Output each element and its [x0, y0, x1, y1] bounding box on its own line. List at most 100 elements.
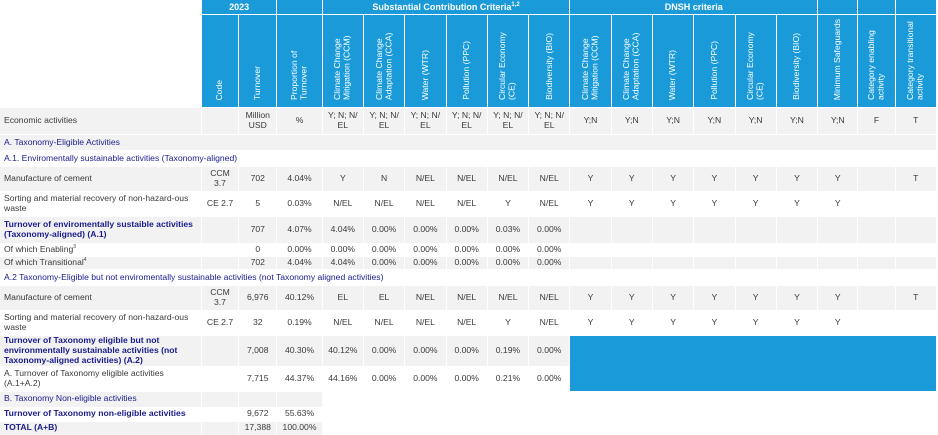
turnover-value: 6,976	[238, 285, 278, 311]
proportion-value: 44.37%	[276, 366, 323, 392]
section-b-row: B. Taxonomy Non-eligible activities	[0, 391, 938, 408]
transitional-flag	[895, 310, 938, 336]
sc-wtr: 0.00%	[404, 366, 447, 392]
enabling-flag	[857, 166, 896, 192]
dnsh-ce: Y	[735, 191, 777, 217]
proportion-value: 40.12%	[276, 285, 323, 311]
dnsh-ce: Y	[735, 310, 777, 336]
sc-cca: 0.00%	[363, 366, 406, 392]
col-sc-bio: Biodiversity (BIO)	[543, 33, 554, 101]
sc-wtr: N/EL	[404, 285, 447, 311]
proportion-value: 0.00%	[276, 243, 323, 257]
proportion-value: 100.00%	[276, 421, 323, 435]
activity-label: Sorting and material recovery of non-haz…	[0, 310, 202, 336]
grand-total-label: TOTAL (A+B)	[0, 421, 202, 435]
sc-bio: 0.00%	[528, 243, 571, 257]
section-a1-title: A.1. Enviromentally sustainable activiti…	[0, 150, 937, 167]
transitional-row: Of which Transitional4 702 4.04% 4.04% 0…	[0, 256, 938, 270]
sc-ce: 0.03%	[487, 216, 530, 244]
turnover-value: 9,672	[238, 407, 278, 422]
activity-code: CCM 3.7	[201, 285, 240, 311]
sc-wtr: N/EL	[404, 166, 447, 192]
turnover-value: 0	[238, 243, 278, 257]
dnsh-cca: Y	[611, 310, 653, 336]
dnsh-ccm: Y	[569, 191, 612, 217]
sc-ccm: 44.16%	[322, 366, 364, 392]
sc-ce: Y	[487, 191, 530, 217]
minimum-safeguards: Y	[817, 191, 859, 217]
transitional-flag	[895, 191, 938, 217]
sc-ce: 0.21%	[487, 366, 530, 392]
section-a1-row: A.1. Enviromentally sustainable activiti…	[0, 150, 937, 167]
sc-ppc: 0.00%	[446, 335, 488, 367]
sc-cca: EL	[363, 285, 406, 311]
proportion-value: 4.04%	[276, 166, 323, 192]
substantial-contribution-header: Substantial Contribution Criteria1,2	[322, 0, 571, 15]
sc-wtr: N/EL	[404, 310, 447, 336]
dnsh-ccm: Y	[569, 310, 612, 336]
unit-turnover: Million USD	[238, 107, 278, 135]
dnsh-bio: Y	[776, 191, 819, 217]
unit-dnsh: Y;N	[776, 107, 819, 135]
col-proportion: Proportion of Turnover	[289, 50, 309, 101]
enabling-flag	[857, 310, 896, 336]
sc-wtr: 0.00%	[404, 243, 447, 257]
sc-ppc: N/EL	[446, 285, 488, 311]
sc-wtr: N/EL	[404, 191, 447, 217]
dnsh-ccm: Y	[569, 285, 612, 311]
col-dnsh-bio: Biodiversity (BIO)	[791, 33, 802, 101]
sc-cca: 0.00%	[363, 243, 406, 257]
table-row: Sorting and material recovery of non-haz…	[0, 191, 938, 217]
unit-dnsh: Y;N	[611, 107, 653, 135]
sc-ccm: 4.04%	[322, 256, 364, 270]
unit-sc: Y; N; N/ EL	[363, 107, 406, 135]
unit-dnsh: Y;N	[693, 107, 736, 135]
dnsh-cca: Y	[611, 191, 653, 217]
sc-ccm: 40.12%	[322, 335, 364, 367]
proportion-value: 0.19%	[276, 310, 323, 336]
dnsh-wtr: Y	[652, 166, 695, 192]
dnsh-wtr: Y	[652, 191, 695, 217]
dnsh-bio: Y	[776, 310, 819, 336]
proportion-value: 4.07%	[276, 216, 323, 244]
proportion-value: 4.04%	[276, 256, 323, 270]
table-row: Sorting and material recovery of non-haz…	[0, 310, 938, 336]
sc-ppc: 0.00%	[446, 216, 488, 244]
activity-label: Manufacture of cement	[0, 166, 202, 192]
proportion-value: 55.63%	[276, 407, 323, 422]
sc-cca: N	[363, 166, 406, 192]
turnover-value: 702	[238, 256, 278, 270]
sc-ce: N/EL	[487, 285, 530, 311]
col-dnsh-cca: Climate Change Adaptation (CCA)	[621, 32, 641, 101]
column-header-row: Code Turnover Proportion of Turnover Cli…	[0, 14, 938, 108]
a-total-row: A. Turnover of Taxonomy eligible activit…	[0, 366, 937, 392]
sc-ppc: 0.00%	[446, 243, 488, 257]
sc-ce: 0.00%	[487, 243, 530, 257]
dnsh-ce: Y	[735, 166, 777, 192]
sc-wtr: 0.00%	[404, 335, 447, 367]
grand-total-row: TOTAL (A+B) 17,388 100.00%	[0, 421, 938, 435]
col-category-enabling: Category enabling activity	[866, 30, 886, 101]
turnover-value: 5	[238, 191, 278, 217]
sc-ccm: N/EL	[322, 310, 364, 336]
section-b-title: B. Taxonomy Non-eligible activities	[0, 391, 202, 408]
activity-code: CCM 3.7	[201, 166, 240, 192]
sc-bio: 0.00%	[528, 216, 571, 244]
unit-sc: Y; N; N/ EL	[446, 107, 488, 135]
sc-bio: N/EL	[528, 191, 571, 217]
dnsh-bio: Y	[776, 166, 819, 192]
enabling-flag	[857, 191, 896, 217]
sc-bio: N/EL	[528, 166, 571, 192]
a2-total-label: Turnover of Taxonomy eligible but not en…	[0, 335, 202, 367]
col-sc-ce: Circular Economy (CE)	[497, 32, 517, 101]
dnsh-ppc: Y	[693, 310, 736, 336]
unit-transitional: T	[895, 107, 938, 135]
activity-code: CE 2.7	[201, 310, 240, 336]
turnover-value: 17,388	[238, 421, 278, 435]
units-row: Economic activities Million USD % Y; N; …	[0, 107, 938, 135]
blank-highlight-block	[569, 335, 937, 392]
dnsh-wtr: Y	[652, 285, 695, 311]
unit-dnsh: Y;N	[735, 107, 777, 135]
dnsh-wtr: Y	[652, 310, 695, 336]
